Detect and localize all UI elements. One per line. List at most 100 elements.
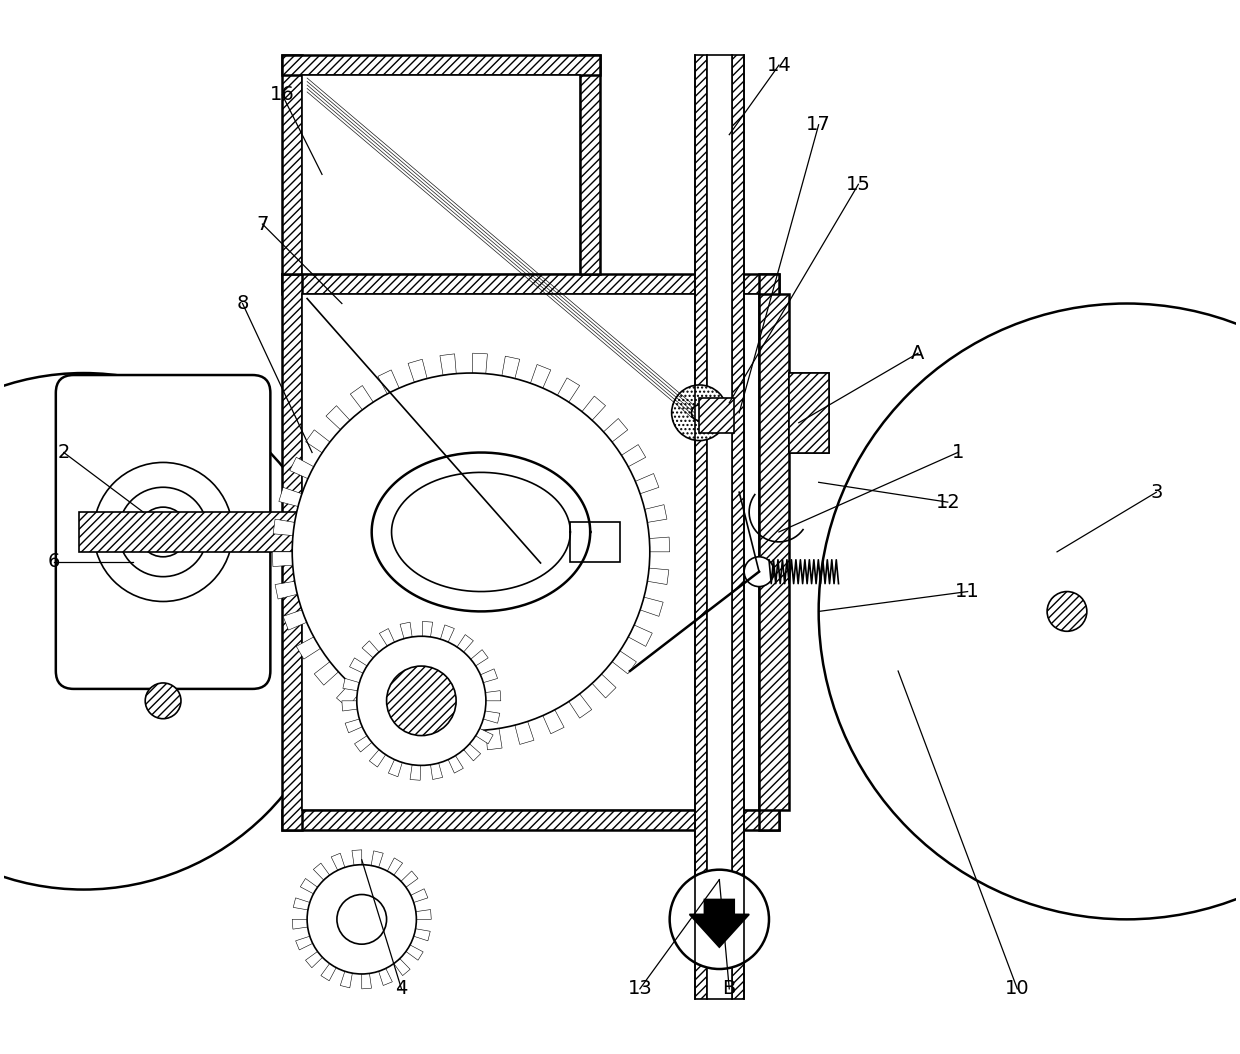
Circle shape [744,557,774,587]
Circle shape [293,373,650,730]
Polygon shape [531,365,551,388]
Circle shape [138,507,188,557]
Text: 14: 14 [766,56,791,75]
Text: 12: 12 [935,492,960,511]
Polygon shape [321,963,336,981]
Circle shape [93,463,233,602]
Polygon shape [300,878,317,894]
Polygon shape [350,658,367,674]
Polygon shape [296,637,320,659]
Text: 11: 11 [955,582,980,601]
Bar [580,55,600,274]
Polygon shape [604,418,627,442]
Polygon shape [362,641,379,658]
Circle shape [692,405,707,421]
Circle shape [308,864,417,974]
Polygon shape [405,944,423,960]
Bar [759,294,789,811]
Polygon shape [486,728,502,749]
Polygon shape [440,354,456,375]
Circle shape [670,870,769,969]
Polygon shape [472,353,487,374]
Bar [694,55,707,999]
Circle shape [1047,591,1086,631]
Bar [78,512,298,552]
Text: 16: 16 [270,85,295,104]
Circle shape [337,895,387,944]
Polygon shape [340,972,352,988]
Polygon shape [370,749,386,767]
Polygon shape [647,568,668,585]
Polygon shape [378,370,399,394]
Polygon shape [378,969,392,985]
Polygon shape [273,552,293,567]
Polygon shape [388,760,402,777]
Polygon shape [314,863,330,880]
FancyBboxPatch shape [56,375,270,689]
Polygon shape [343,679,360,690]
Polygon shape [362,702,384,726]
Text: 17: 17 [806,115,831,134]
Polygon shape [290,457,314,479]
Bar [707,55,732,999]
Polygon shape [295,936,312,950]
Polygon shape [440,625,454,642]
Text: 2: 2 [57,443,69,462]
Circle shape [0,373,342,890]
Polygon shape [485,690,501,701]
Polygon shape [379,628,394,646]
Polygon shape [410,889,428,902]
Polygon shape [558,378,579,403]
Polygon shape [336,683,360,707]
Bar [699,397,734,432]
Text: 13: 13 [627,979,652,998]
Polygon shape [464,744,481,761]
Text: B: B [723,979,737,998]
Circle shape [672,385,728,441]
Bar [303,294,759,811]
Polygon shape [414,929,430,941]
Polygon shape [293,919,308,930]
Polygon shape [484,711,500,723]
Polygon shape [502,356,520,378]
Polygon shape [515,721,534,744]
Text: 7: 7 [257,215,269,234]
Bar [283,274,303,829]
Polygon shape [582,396,605,421]
Bar [283,55,303,274]
Polygon shape [345,719,362,733]
Bar [570,522,620,562]
Polygon shape [391,716,412,739]
Polygon shape [342,701,357,711]
Bar [283,55,600,75]
Polygon shape [350,386,373,410]
Polygon shape [408,359,427,383]
Polygon shape [455,730,470,750]
Polygon shape [415,910,432,919]
Bar [789,373,828,452]
Polygon shape [476,728,494,744]
Polygon shape [387,858,403,875]
Polygon shape [273,520,295,535]
Polygon shape [305,430,330,453]
Text: 3: 3 [1151,483,1163,502]
Bar [303,75,580,274]
Polygon shape [423,725,440,747]
Polygon shape [394,958,410,976]
Polygon shape [371,851,383,867]
Polygon shape [613,651,636,674]
Polygon shape [650,538,670,552]
Polygon shape [430,763,443,780]
Circle shape [387,666,456,736]
Bar [283,811,779,829]
Polygon shape [401,871,418,887]
Polygon shape [480,669,497,683]
Text: 6: 6 [47,552,60,571]
Polygon shape [629,625,652,646]
Polygon shape [689,899,749,948]
Circle shape [118,487,208,577]
Bar [732,55,744,999]
Polygon shape [362,974,372,989]
Polygon shape [355,736,372,752]
Text: A: A [911,344,925,363]
